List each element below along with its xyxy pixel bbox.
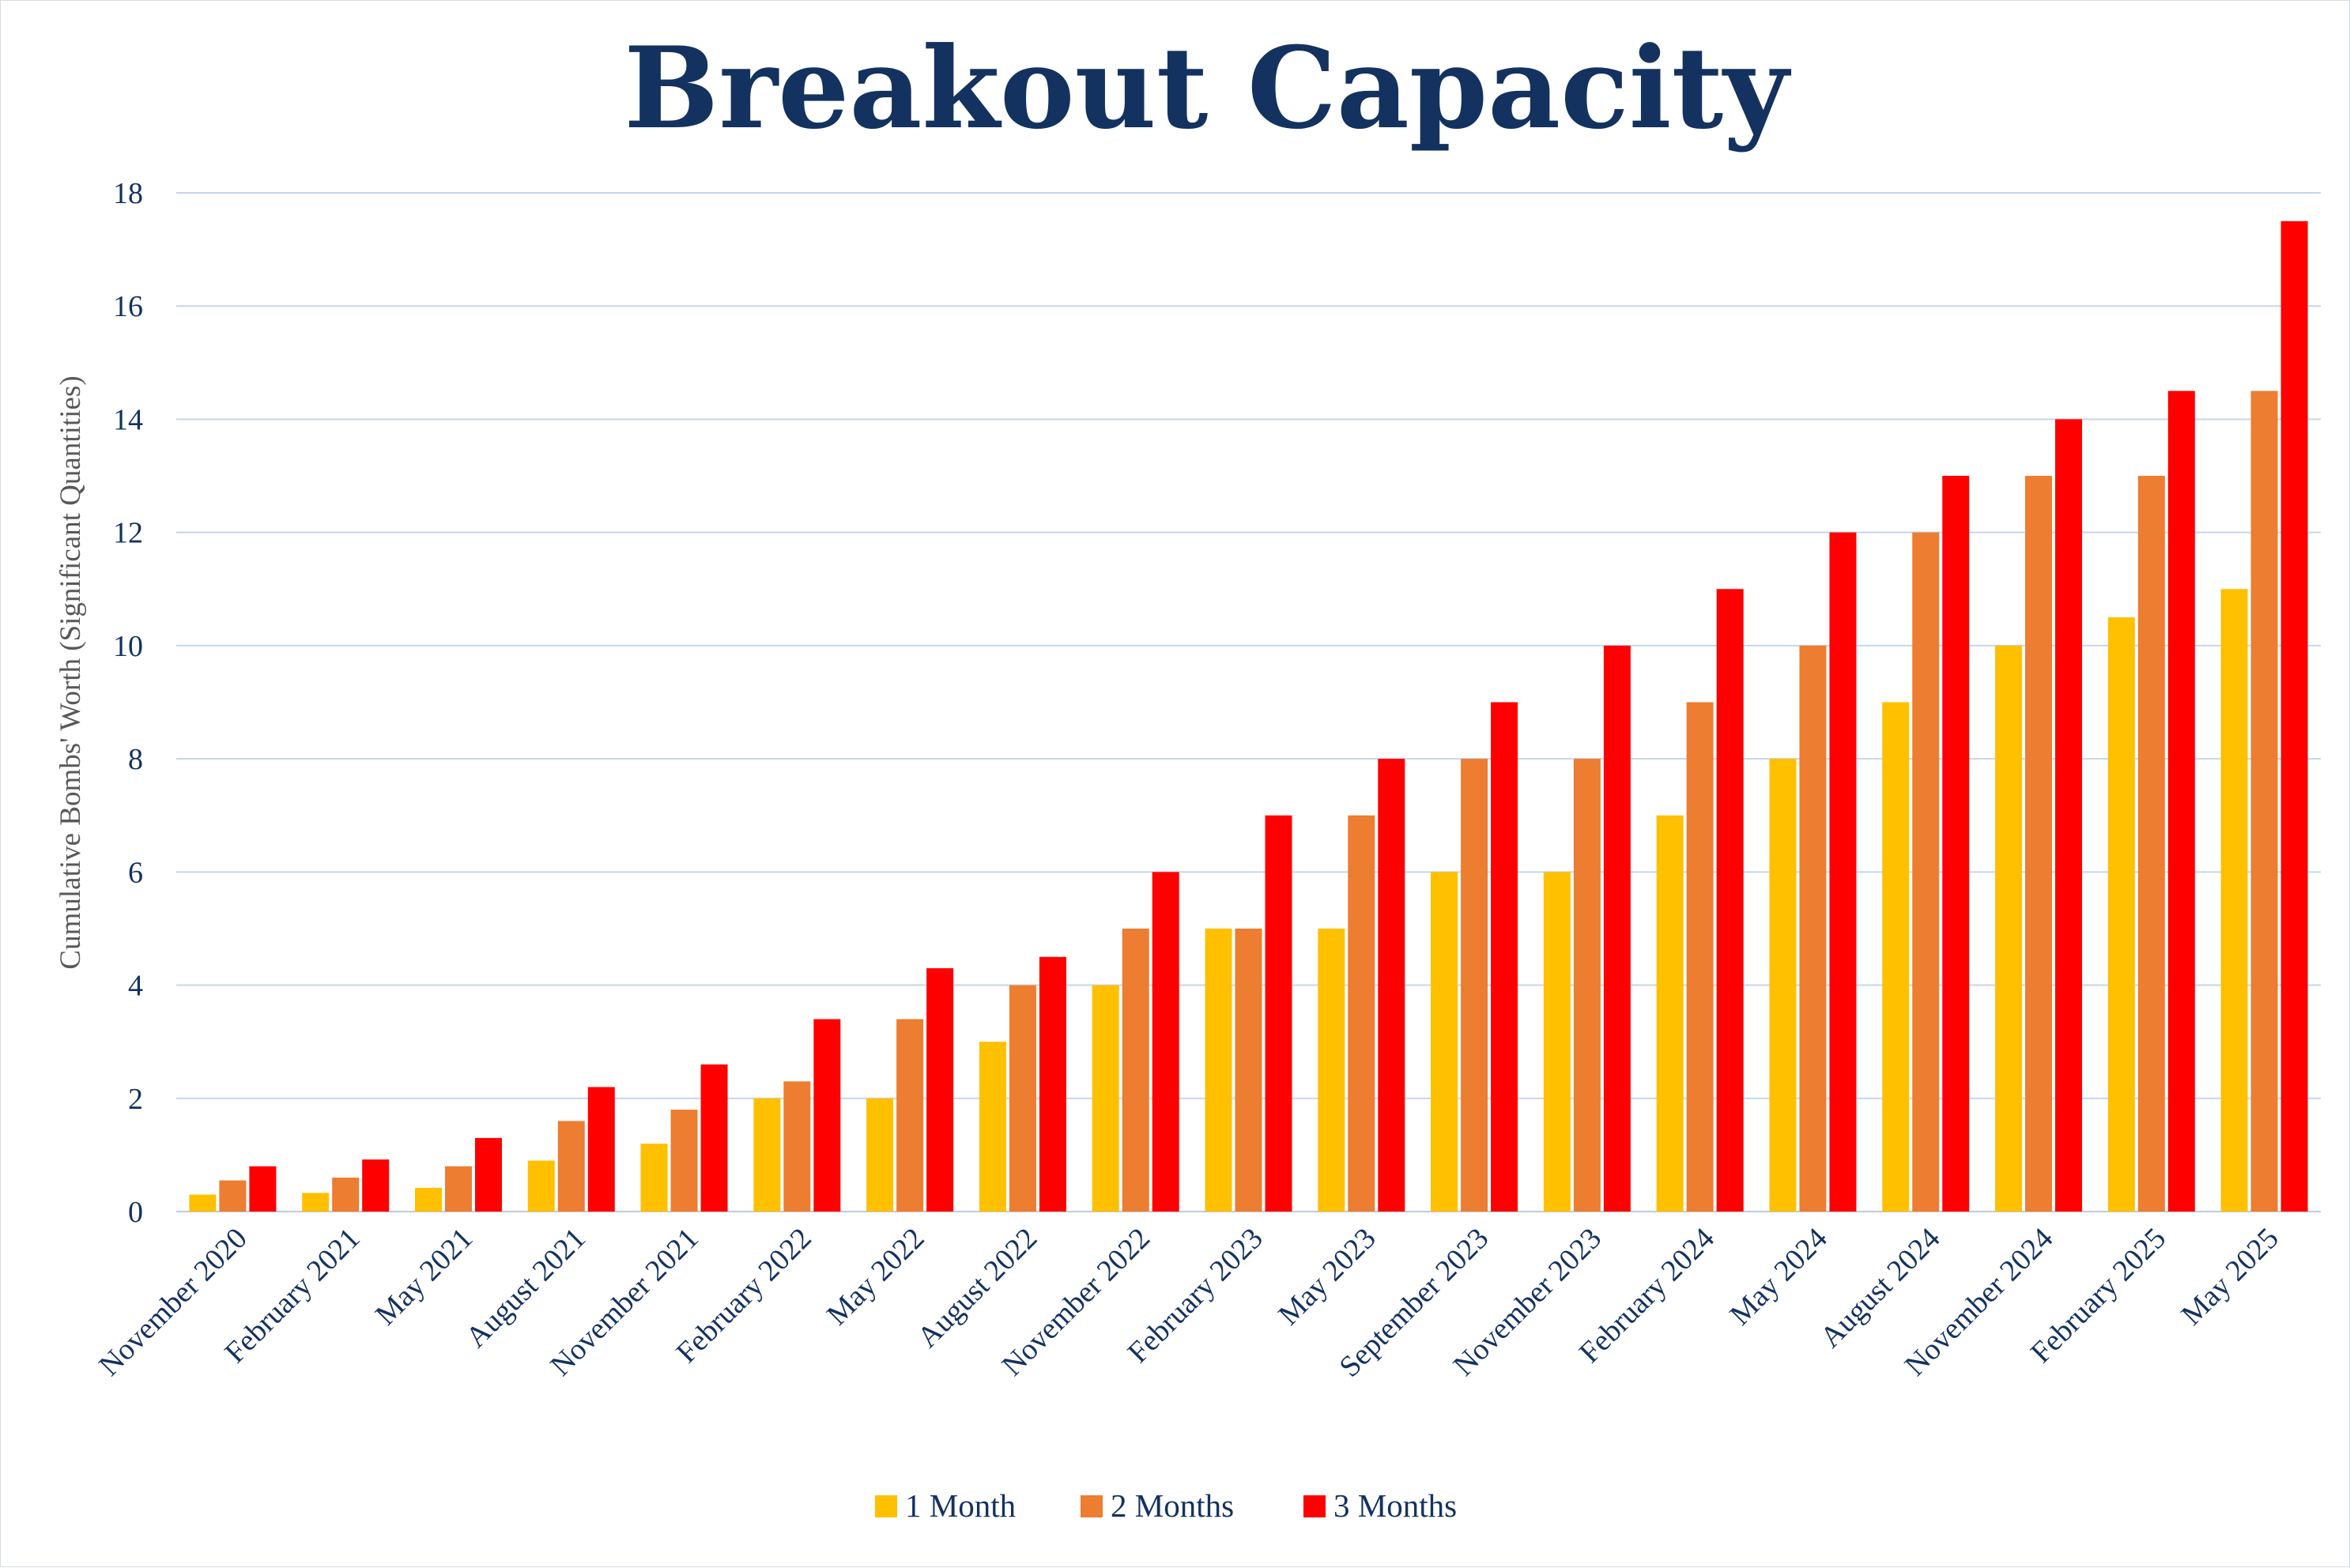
bar-3-months — [1378, 759, 1405, 1212]
x-tick-label: May 2022 — [820, 1222, 930, 1332]
bar-2-months — [444, 1166, 472, 1212]
bar-2-months — [1799, 645, 1827, 1212]
bar-2-months — [1122, 928, 1149, 1212]
bar-2-months — [896, 1019, 924, 1212]
bar-3-months — [362, 1159, 390, 1212]
y-tick-label: 16 — [113, 290, 143, 323]
bar-2-months — [1686, 702, 1714, 1212]
legend-label: 3 Months — [1333, 1487, 1457, 1524]
legend: 1 Month 2 Months 3 Months — [875, 1487, 1457, 1524]
bar-1-month — [1431, 872, 1458, 1212]
bar-3-months — [2055, 419, 2083, 1212]
bar-1-month — [2107, 617, 2135, 1212]
bar-1-month — [753, 1098, 781, 1212]
y-tick-label: 18 — [113, 177, 143, 210]
bar-1-month — [979, 1042, 1006, 1212]
bar-2-months — [219, 1180, 247, 1212]
bar-2-months — [2250, 390, 2278, 1212]
x-tick-label: May 2025 — [2175, 1222, 2285, 1332]
bars — [189, 220, 2308, 1212]
y-axis-ticks: 0 2 4 6 8 10 12 14 16 18 — [113, 177, 143, 1229]
bar-2-months — [783, 1081, 811, 1212]
bar-3-months — [587, 1087, 615, 1212]
bar-1-month — [1543, 872, 1571, 1212]
bar-2-months — [1461, 759, 1488, 1212]
bar-3-months — [1039, 956, 1066, 1212]
legend-swatch — [1303, 1495, 1326, 1517]
bar-1-month — [1092, 985, 1119, 1212]
x-tick-label: May 2021 — [369, 1222, 479, 1332]
y-axis-label: Cumulative Bombs' Worth (Significant Qua… — [55, 375, 87, 969]
y-tick-label: 14 — [113, 403, 143, 436]
bar-3-months — [700, 1064, 728, 1212]
bar-3-months — [2280, 220, 2308, 1212]
legend-label: 2 Months — [1111, 1487, 1234, 1524]
bar-2-months — [2025, 476, 2053, 1212]
bar-2-months — [557, 1121, 585, 1212]
legend-swatch — [1081, 1495, 1103, 1517]
chart-title: Breakout Capacity — [624, 23, 1791, 154]
bar-1-month — [1656, 815, 1684, 1212]
y-tick-label: 0 — [128, 1196, 143, 1229]
y-tick-label: 10 — [113, 630, 143, 663]
bar-1-month — [1882, 702, 1910, 1212]
bar-1-month — [302, 1193, 330, 1212]
x-tick-label: May 2023 — [1272, 1222, 1382, 1332]
bar-1-month — [1318, 928, 1345, 1212]
bar-3-months — [1716, 589, 1744, 1212]
bar-1-month — [1995, 645, 2023, 1212]
bar-2-months — [1348, 815, 1375, 1212]
bar-3-months — [1491, 702, 1518, 1212]
y-tick-label: 2 — [128, 1083, 143, 1116]
y-tick-label: 12 — [113, 517, 143, 550]
bar-1-month — [1205, 928, 1232, 1212]
bar-3-months — [1942, 476, 1970, 1212]
bar-1-month — [189, 1194, 217, 1212]
bar-3-months — [1829, 532, 1857, 1212]
y-tick-label: 4 — [128, 970, 143, 1003]
y-tick-label: 8 — [128, 743, 143, 776]
bar-3-months — [1265, 815, 1292, 1212]
bar-2-months — [1235, 928, 1262, 1212]
bar-1-month — [1769, 759, 1797, 1212]
x-tick-label: May 2024 — [1723, 1222, 1833, 1332]
bar-3-months — [813, 1019, 841, 1212]
bar-2-months — [1573, 759, 1601, 1212]
bar-1-month — [2220, 589, 2248, 1212]
bar-2-months — [1912, 532, 1940, 1212]
bar-2-months — [332, 1178, 360, 1212]
bar-1-month — [527, 1160, 555, 1212]
bar-3-months — [2167, 390, 2195, 1212]
bar-3-months — [249, 1166, 277, 1212]
bar-2-months — [670, 1110, 698, 1212]
y-tick-label: 6 — [128, 856, 143, 889]
bar-2-months — [1009, 985, 1036, 1212]
bar-1-month — [640, 1144, 668, 1212]
bar-3-months — [1603, 645, 1631, 1212]
bar-1-month — [866, 1098, 894, 1212]
bar-3-months — [1152, 872, 1179, 1212]
bar-3-months — [926, 968, 954, 1212]
bar-3-months — [474, 1137, 502, 1212]
bar-1-month — [414, 1187, 442, 1212]
legend-swatch — [875, 1495, 897, 1517]
x-tick-label: November 2020 — [92, 1222, 254, 1383]
gridlines — [176, 192, 2321, 1212]
legend-label: 1 Month — [905, 1487, 1016, 1524]
bar-2-months — [2137, 476, 2165, 1212]
